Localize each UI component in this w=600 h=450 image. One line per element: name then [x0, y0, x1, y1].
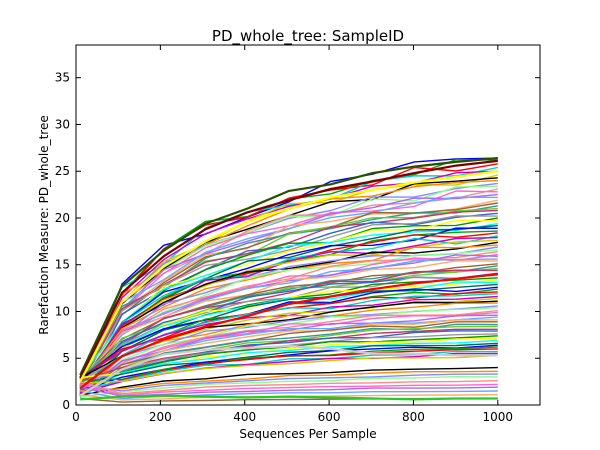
highlight-series-line-3 — [79, 273, 498, 390]
y-tick-label: 10 — [55, 304, 70, 318]
series-line-62 — [79, 314, 498, 396]
series-line-31 — [79, 241, 498, 395]
series-line-43 — [79, 269, 498, 390]
tick-layer: 0 200 400 600 800 1000 0 5 10 15 20 25 30 35 — [55, 45, 540, 424]
series-layer — [79, 157, 498, 403]
x-tick-label: 600 — [318, 410, 341, 424]
series-line-30 — [79, 239, 498, 390]
series-line-2 — [79, 163, 498, 380]
series-line-80 — [80, 354, 498, 384]
series-line-39 — [79, 260, 498, 385]
series-line-20 — [79, 215, 498, 397]
y-tick-label: 0 — [62, 398, 70, 412]
series-line-69 — [79, 330, 498, 398]
series-line-23 — [79, 222, 498, 379]
y-tick-label: 25 — [55, 164, 70, 178]
x-tick-label: 800 — [402, 410, 425, 424]
y-axis-label: Rarefaction Measure: PD_whole_tree — [37, 115, 51, 334]
highlight-series-line-5 — [80, 394, 498, 401]
series-line-50 — [79, 286, 498, 382]
chart-title: PD_whole_tree: SampleID — [212, 27, 404, 46]
highlight-series-line-2 — [79, 170, 498, 383]
series-line-77 — [79, 348, 498, 394]
series-line-81 — [80, 366, 498, 396]
series-line-84 — [80, 376, 498, 398]
highlight-series-line-0 — [79, 157, 498, 376]
series-line-61 — [79, 311, 498, 391]
series-line-22 — [79, 219, 498, 384]
y-tick-label: 15 — [55, 258, 70, 272]
series-line-28 — [79, 235, 498, 389]
series-line-48 — [79, 281, 498, 398]
x-axis-label: Sequences Per Sample — [239, 427, 376, 441]
x-tick-label: 1000 — [483, 410, 514, 424]
x-tick-label: 400 — [233, 410, 256, 424]
series-line-13 — [79, 196, 498, 379]
series-line-8 — [79, 182, 498, 392]
x-tick-label: 200 — [149, 410, 172, 424]
series-line-19 — [79, 212, 498, 395]
y-tick-label: 5 — [62, 351, 70, 365]
series-line-88 — [80, 390, 498, 400]
series-line-74 — [80, 342, 498, 385]
series-line-64 — [79, 319, 498, 382]
series-line-82 — [80, 370, 498, 391]
y-tick-label: 35 — [55, 71, 70, 85]
highlight-series-line-1 — [79, 159, 498, 379]
highlight-series-line-4 — [79, 345, 498, 397]
y-tick-label: 20 — [55, 211, 70, 225]
series-line-0 — [79, 157, 498, 396]
series-line-63 — [79, 316, 498, 389]
y-tick-label: 30 — [55, 117, 70, 131]
series-line-53 — [79, 293, 498, 391]
series-line-85 — [80, 380, 498, 395]
x-tick-label: 0 — [72, 410, 80, 424]
series-line-38 — [79, 258, 498, 381]
plot-frame — [75, 44, 541, 406]
series-line-86 — [80, 383, 498, 396]
series-line-73 — [79, 339, 498, 398]
series-line-68 — [79, 328, 498, 382]
series-line-83 — [80, 373, 498, 392]
